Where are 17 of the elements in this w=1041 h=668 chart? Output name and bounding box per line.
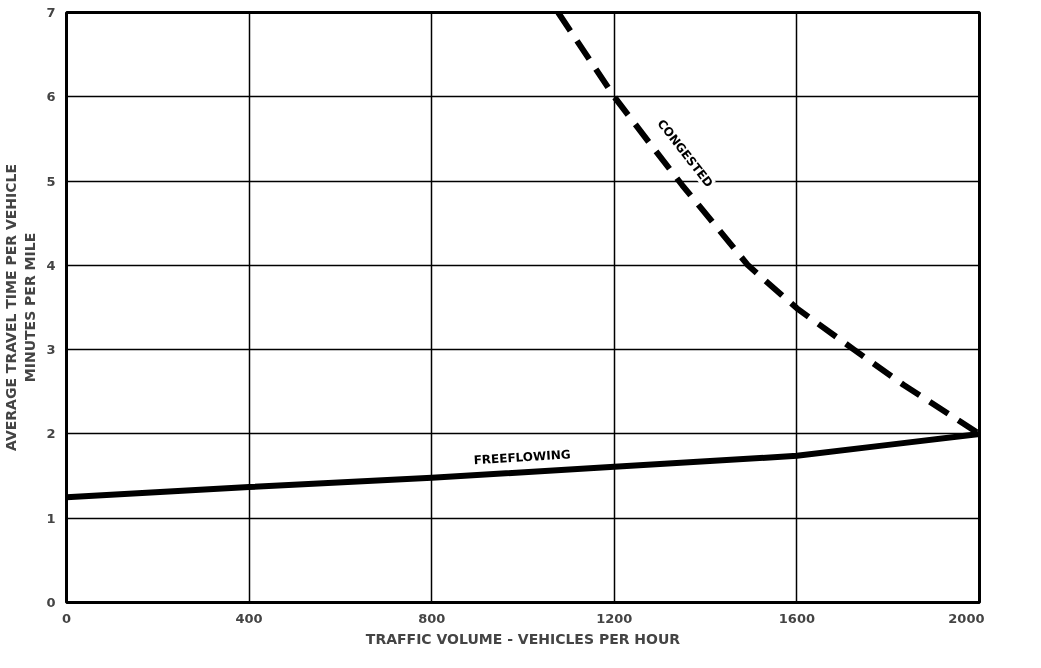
y-axis-title: AVERAGE TRAVEL TIME PER VEHICLE MINUTES PER MILE	[3, 164, 39, 451]
series-label: FREEFLOWING	[473, 447, 571, 468]
x-tick-label: 2000	[948, 610, 985, 626]
y-tick-label: 7	[46, 5, 56, 20]
y-tick-label: 3	[46, 342, 56, 358]
x-tick-label: 0	[61, 610, 72, 626]
x-tick-label: 1200	[596, 610, 633, 626]
y-tick-label: 5	[46, 173, 56, 189]
x-tick-label: 1600	[778, 610, 815, 626]
y-tick-label: 4	[46, 257, 56, 273]
y-tick-label: 0	[46, 595, 56, 610]
x-tick-label: 400	[235, 610, 263, 626]
y-tick-label: 2	[46, 426, 56, 442]
x-tick-label: 800	[418, 610, 446, 626]
y-tick-label: 1	[46, 510, 56, 526]
y-tick-label: 6	[46, 89, 56, 105]
x-axis-title: TRAFFIC VOLUME - VEHICLES PER HOUR	[365, 630, 681, 647]
